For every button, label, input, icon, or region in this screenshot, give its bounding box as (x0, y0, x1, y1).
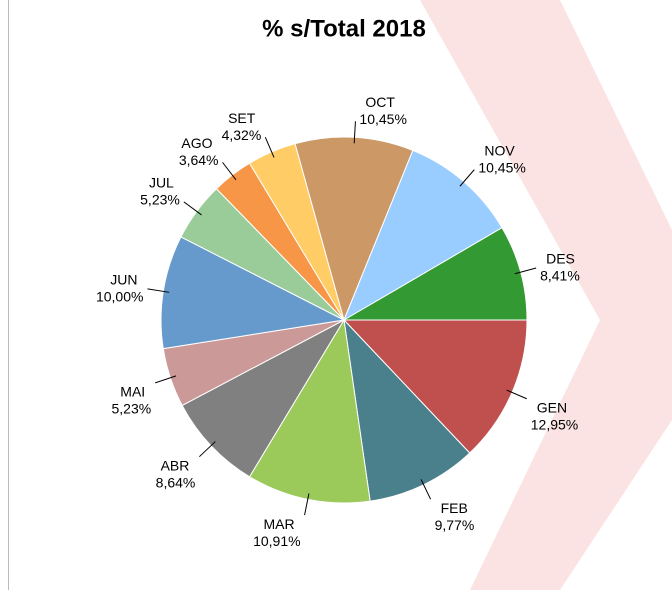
chart-title: % s/Total 2018 (262, 15, 426, 42)
slice-value-label: 5,23% (111, 401, 151, 417)
leader-line (183, 201, 202, 216)
slice-label: ABR (161, 457, 190, 473)
leader-line (155, 375, 177, 384)
slice-value-label: 5,23% (140, 192, 180, 208)
slice-label: OCT (365, 94, 395, 110)
leader-line (264, 137, 275, 158)
slice-value-label: 10,45% (359, 111, 406, 127)
slice-label: FEB (441, 500, 468, 516)
slice-label: MAI (120, 384, 145, 400)
slice-label: NOV (484, 142, 515, 158)
slice-value-label: 10,00% (96, 289, 143, 305)
leader-line (304, 493, 310, 516)
leader-line (199, 441, 216, 458)
leader-line (222, 162, 237, 181)
slice-value-label: 10,45% (478, 159, 525, 175)
slice-value-label: 8,41% (540, 268, 580, 284)
slice-label: SET (228, 110, 256, 126)
leader-line (420, 479, 432, 500)
slice-label: GEN (537, 399, 567, 415)
slice-label: AGO (181, 135, 212, 151)
slice-value-label: 12,95% (531, 416, 578, 432)
slice-value-label: 9,77% (435, 517, 475, 533)
leader-line (353, 121, 356, 144)
slice-label: MAR (263, 516, 294, 532)
slice-value-label: 8,64% (156, 474, 196, 490)
watermark (420, 0, 672, 590)
slice-label: JUL (149, 175, 174, 191)
slice-value-label: 3,64% (179, 152, 219, 168)
leader-line (459, 169, 475, 187)
slice-value-label: 10,91% (253, 533, 300, 549)
leader-line (506, 389, 527, 400)
leader-line (514, 267, 537, 275)
slice-label: JUN (110, 272, 137, 288)
slice-label: DES (546, 251, 575, 267)
slice-value-label: 4,32% (222, 127, 262, 143)
leader-line (147, 288, 170, 293)
